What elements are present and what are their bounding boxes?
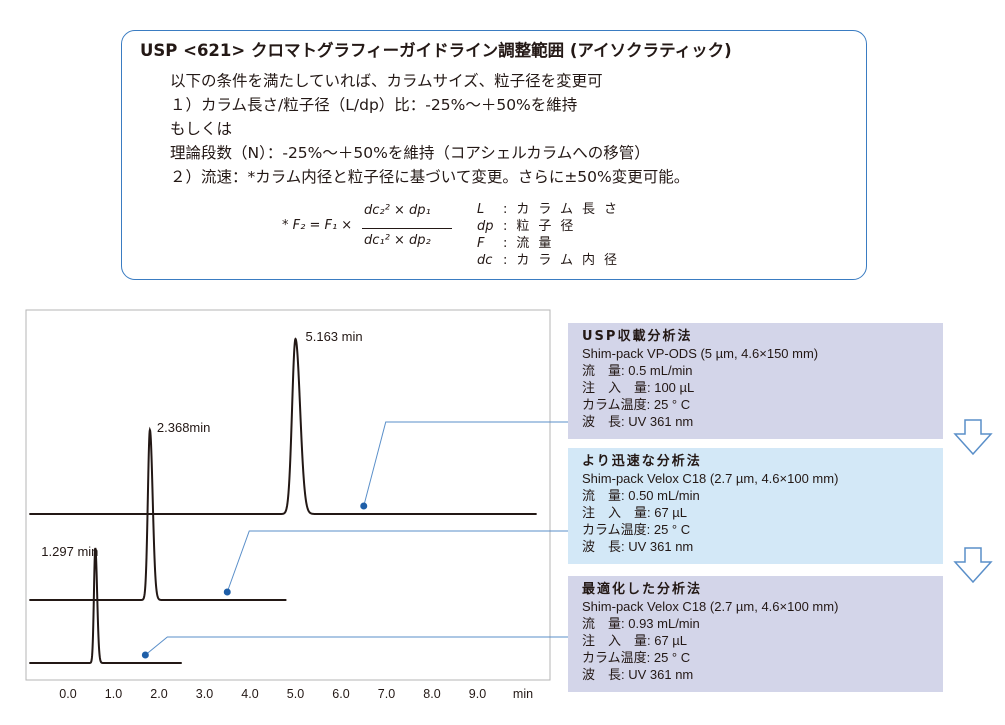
formula-fraction-bar bbox=[362, 228, 452, 229]
method-title: USP収載分析法 bbox=[582, 329, 693, 344]
connector-dot bbox=[223, 588, 231, 596]
connector-fast bbox=[226, 530, 568, 593]
method-wavelength: 波 長: UV 361 nm bbox=[582, 667, 694, 682]
definition-symbol: dc bbox=[477, 253, 493, 268]
guideline-line: 理論段数（N）：-25%～＋50%を維持（コアシェルカラムへの移管） bbox=[170, 144, 650, 162]
method-column: Shim-pack Velox C18 (2.7 µm, 4.6×100 mm) bbox=[582, 471, 839, 486]
down-arrow-icon bbox=[953, 419, 993, 456]
peak-label: 1.297 min bbox=[41, 544, 98, 559]
peak-label: 2.368min bbox=[157, 420, 210, 435]
method-flow: 流 量: 0.5 mL/min bbox=[582, 363, 693, 378]
method-temperature: カラム温度: 25 ° C bbox=[582, 522, 691, 537]
method-column: Shim-pack VP-ODS (5 µm, 4.6×150 mm) bbox=[582, 346, 819, 361]
chromatogram-trace bbox=[29, 426, 287, 601]
definition-row: dc :カラム内径 bbox=[477, 252, 626, 269]
method-wavelength: 波 長: UV 361 nm bbox=[582, 414, 694, 429]
chromatogram-traces bbox=[29, 337, 537, 664]
definition-symbol: dp bbox=[477, 219, 494, 234]
x-tick-label: min bbox=[513, 687, 533, 701]
x-tick-label: 1.0 bbox=[105, 687, 122, 701]
definition-symbol: L bbox=[477, 202, 485, 217]
guideline-line: もしくは bbox=[170, 120, 233, 138]
guideline-title: USP <621> クロマトグラフィーガイドライン調整範囲 (アイソクラティック… bbox=[140, 41, 732, 60]
method-box-usp: USP収載分析法 Shim-pack VP-ODS (5 µm, 4.6×150… bbox=[568, 323, 943, 439]
peak-label: 5.163 min bbox=[306, 329, 363, 344]
definition-text: :カラム長さ bbox=[503, 202, 626, 217]
flow-rate-formula: * F₂ = F₁ × dc₂² × dp₁ dc₁² × dp₂ bbox=[282, 203, 462, 258]
x-tick-label: 2.0 bbox=[150, 687, 167, 701]
connector-lines bbox=[141, 421, 568, 659]
definition-text: :流量 bbox=[503, 236, 561, 251]
guideline-line: ２）流速：*カラム内径と粒子径に基づいて変更。さらに±50%変更可能。 bbox=[170, 168, 690, 186]
method-injection: 注 入 量: 100 µL bbox=[582, 380, 695, 395]
method-injection: 注 入 量: 67 µL bbox=[582, 505, 688, 520]
definition-row: L :カラム長さ bbox=[477, 201, 626, 218]
chromatogram-trace bbox=[29, 337, 537, 515]
method-flow: 流 量: 0.50 mL/min bbox=[582, 488, 700, 503]
x-tick-label: 6.0 bbox=[332, 687, 349, 701]
x-tick-label: 0.0 bbox=[59, 687, 76, 701]
formula-lhs: * F₂ = F₁ × bbox=[282, 218, 353, 233]
method-title: より迅速な分析法 bbox=[582, 454, 702, 469]
method-temperature: カラム温度: 25 ° C bbox=[582, 650, 691, 665]
method-injection: 注 入 量: 67 µL bbox=[582, 633, 688, 648]
connector-optimized bbox=[145, 636, 568, 656]
symbol-definitions: L :カラム長さ dp :粒子径 F :流量 dc :カラム内径 bbox=[477, 201, 626, 269]
method-wavelength: 波 長: UV 361 nm bbox=[582, 539, 694, 554]
definition-text: :粒子径 bbox=[503, 219, 583, 234]
formula-numerator: dc₂² × dp₁ bbox=[364, 203, 431, 218]
connector-dot bbox=[360, 502, 368, 510]
method-box-fast: より迅速な分析法 Shim-pack Velox C18 (2.7 µm, 4.… bbox=[568, 448, 943, 564]
x-tick-label: 5.0 bbox=[287, 687, 304, 701]
x-tick-label: 7.0 bbox=[378, 687, 395, 701]
x-tick-label: 3.0 bbox=[196, 687, 213, 701]
definition-symbol: F bbox=[477, 236, 485, 251]
x-tick-label: 8.0 bbox=[423, 687, 440, 701]
method-flow: 流 量: 0.93 mL/min bbox=[582, 616, 700, 631]
chromatogram-trace bbox=[29, 547, 182, 664]
method-temperature: カラム温度: 25 ° C bbox=[582, 397, 691, 412]
connector-dot bbox=[141, 651, 149, 659]
x-tick-label: 4.0 bbox=[241, 687, 258, 701]
connector-usp bbox=[363, 421, 568, 507]
guideline-box: USP <621> クロマトグラフィーガイドライン調整範囲 (アイソクラティック… bbox=[121, 30, 867, 280]
definition-row: F :流量 bbox=[477, 235, 626, 252]
definition-text: :カラム内径 bbox=[503, 253, 626, 268]
down-arrow-icon bbox=[953, 547, 993, 584]
guideline-line: １）カラム長さ/粒子径（L/dp）比：-25%～＋50%を維持 bbox=[170, 96, 578, 114]
guideline-line: 以下の条件を満たしていれば、カラムサイズ、粒子径を変更可 bbox=[170, 72, 603, 90]
peak-labels: 1.297 min 2.368min 5.163 min bbox=[41, 329, 362, 559]
method-box-optimized: 最適化した分析法 Shim-pack Velox C18 (2.7 µm, 4.… bbox=[568, 576, 943, 692]
x-tick-label: 9.0 bbox=[469, 687, 486, 701]
method-column: Shim-pack Velox C18 (2.7 µm, 4.6×100 mm) bbox=[582, 599, 839, 614]
formula-denominator: dc₁² × dp₂ bbox=[364, 233, 431, 248]
definition-row: dp :粒子径 bbox=[477, 218, 626, 235]
method-title: 最適化した分析法 bbox=[582, 582, 703, 597]
x-axis-ticks: 0.0 1.0 2.0 3.0 4.0 5.0 6.0 7.0 8.0 9.0 min bbox=[59, 687, 533, 701]
